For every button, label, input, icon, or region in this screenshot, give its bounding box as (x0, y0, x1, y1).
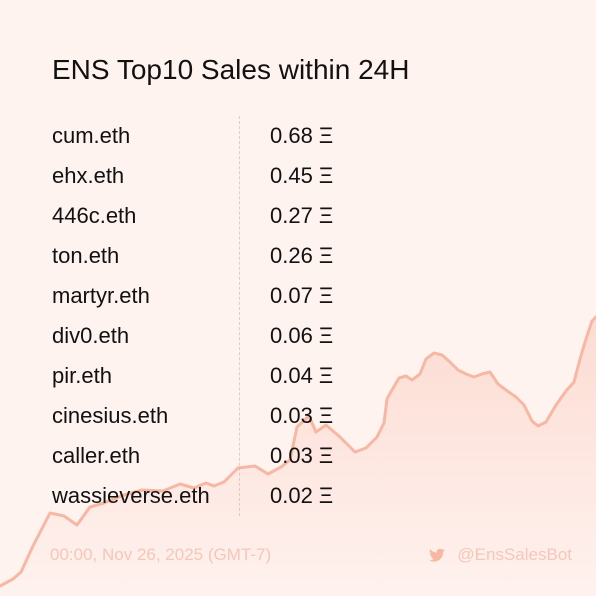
timestamp: 00:00, Nov 26, 2025 (GMT-7) (50, 545, 272, 564)
sales-row: cum.eth 0.68 Ξ (52, 116, 372, 156)
domain-name: ehx.eth (52, 163, 125, 188)
twitter-bird-icon (427, 547, 447, 563)
sale-price: 0.03 Ξ (270, 443, 334, 468)
sales-row: martyr.eth 0.07 Ξ (52, 276, 372, 316)
sales-row: div0.eth 0.06 Ξ (52, 316, 372, 356)
sale-price: 0.68 Ξ (270, 123, 334, 148)
sale-price: 0.45 Ξ (270, 163, 334, 188)
domain-name: ton.eth (52, 243, 120, 268)
sales-row: caller.eth 0.03 Ξ (52, 436, 372, 476)
sales-list: cum.eth 0.68 Ξ ehx.eth 0.45 Ξ 446c.eth 0… (52, 116, 372, 516)
sales-row: ton.eth 0.26 Ξ (52, 236, 372, 276)
domain-name: 446c.eth (52, 203, 137, 228)
sales-row: pir.eth 0.04 Ξ (52, 356, 372, 396)
sale-price: 0.02 Ξ (270, 483, 334, 508)
sales-row: 446c.eth 0.27 Ξ (52, 196, 372, 236)
sale-price: 0.04 Ξ (270, 363, 334, 388)
sale-price: 0.27 Ξ (270, 203, 334, 228)
domain-name: cinesius.eth (52, 403, 169, 428)
bot-handle-text: @EnsSalesBot (457, 545, 572, 564)
domain-name: div0.eth (52, 323, 130, 348)
domain-name: pir.eth (52, 363, 112, 388)
sales-row: wassieverse.eth 0.02 Ξ (52, 476, 372, 516)
bot-handle: @EnsSalesBot (427, 544, 572, 566)
domain-name: caller.eth (52, 443, 141, 468)
sale-price: 0.03 Ξ (270, 403, 334, 428)
sales-row: ehx.eth 0.45 Ξ (52, 156, 372, 196)
domain-name: wassieverse.eth (52, 483, 210, 508)
domain-name: cum.eth (52, 123, 131, 148)
domain-name: martyr.eth (52, 283, 150, 308)
sales-row: cinesius.eth 0.03 Ξ (52, 396, 372, 436)
sale-price: 0.07 Ξ (270, 283, 334, 308)
sale-price: 0.26 Ξ (270, 243, 334, 268)
page-title: ENS Top10 Sales within 24H (52, 54, 410, 85)
sale-price: 0.06 Ξ (270, 323, 334, 348)
twitter-bird-icon (429, 548, 446, 562)
